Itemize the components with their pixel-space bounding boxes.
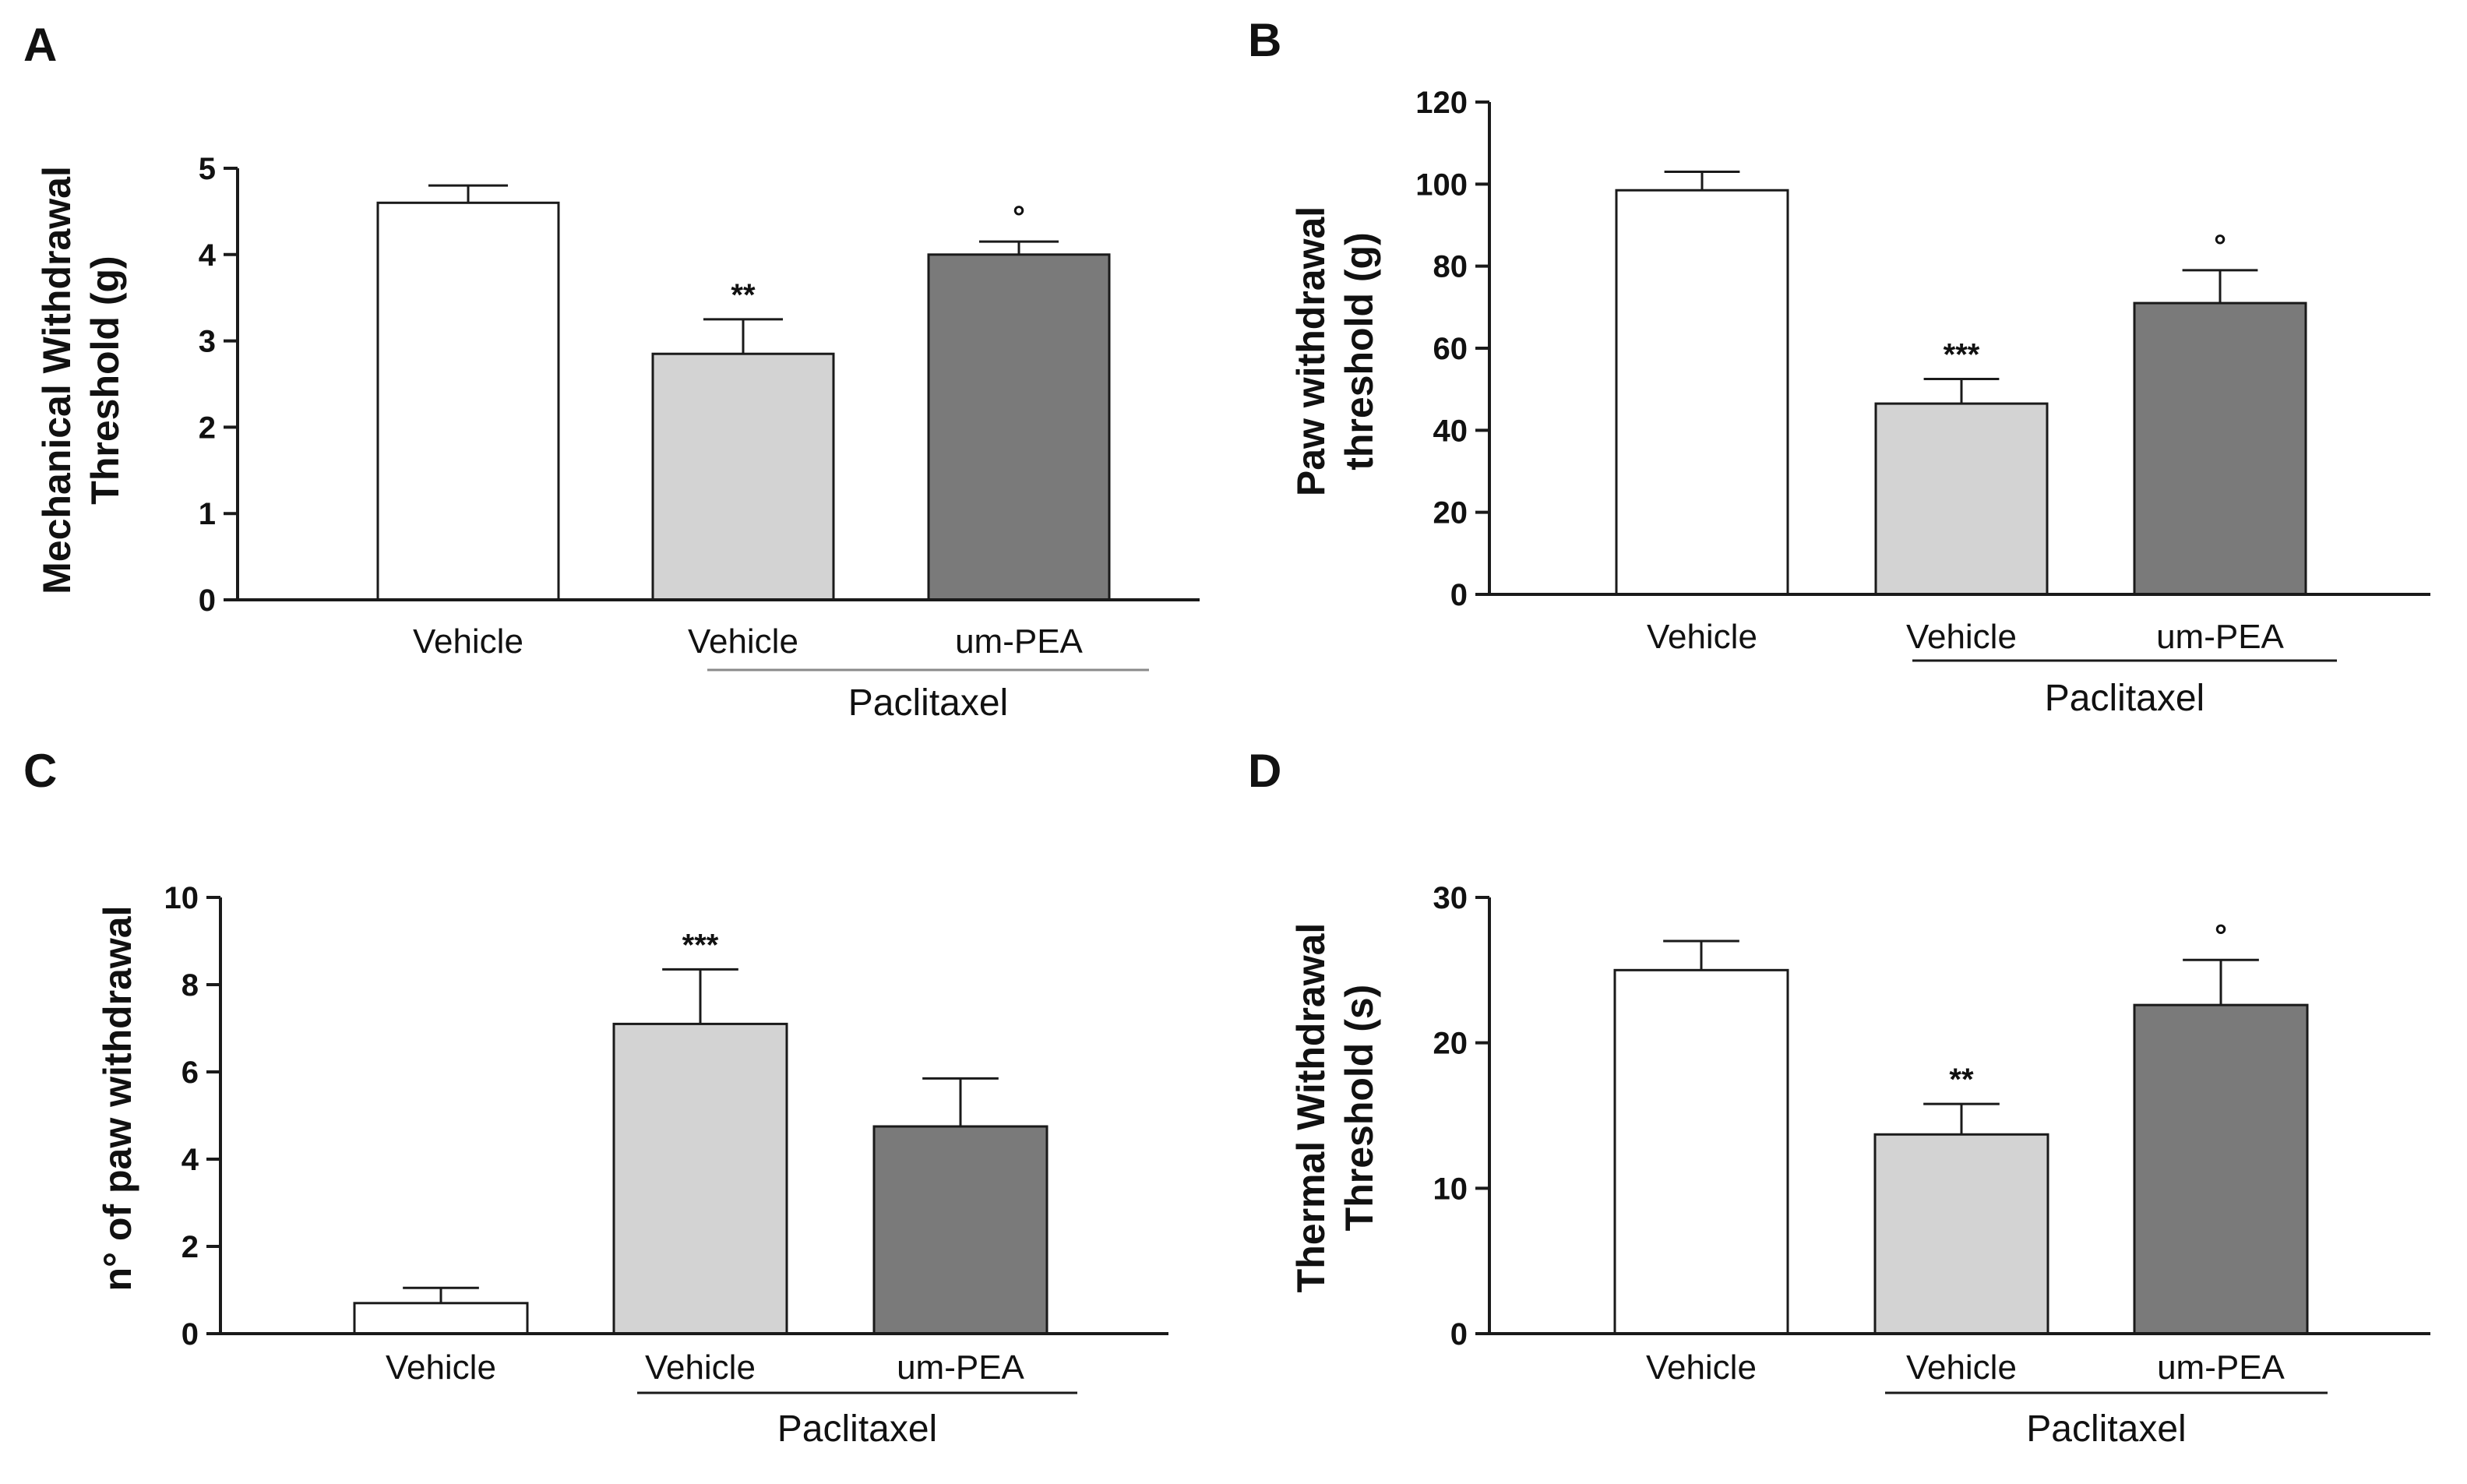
x-category-label-2: Vehicle: [645, 1348, 756, 1387]
bar-3: [2133, 301, 2307, 596]
chart-marks: *** 0 2 4 6 8 10 Vehicle Vehicle um-PEA Paclitaxel: [164, 881, 1168, 1450]
group-label: Paclitaxel: [2045, 678, 2204, 719]
y-tick-label: 40: [1433, 414, 1468, 448]
x-category-label-3: um-PEA: [2157, 1348, 2285, 1387]
panel-d: D Thermal Withdrawal Threshold (s) ** ° 0 1…: [1248, 745, 2430, 1450]
bar-2: [651, 352, 835, 601]
chart-marks: ** ° 0 10 20 30 Vehicle Vehicle um-PEA Paclitaxel: [1433, 881, 2430, 1450]
error-bar-3: [922, 1077, 999, 1126]
y-tick-label: 2: [199, 411, 216, 445]
y-tick-label: 2: [182, 1230, 199, 1264]
significance-label-3: °: [2215, 918, 2227, 953]
y-tick-label: 4: [182, 1143, 199, 1177]
y-axis-label: Mechanical Withdrawal Threshold (g): [35, 166, 127, 594]
y-axis-label-line-1: n° of paw withdrawal: [96, 905, 139, 1291]
x-category-label-1: Vehicle: [386, 1348, 496, 1387]
y-tick-label: 30: [1433, 881, 1468, 915]
y-axis-label-line-1: Mechanical Withdrawal: [35, 166, 79, 594]
y-axis-label-line-1: Thermal Withdrawal: [1289, 923, 1333, 1293]
y-tick-label: 5: [199, 152, 216, 186]
y-tick-label: 20: [1433, 496, 1468, 531]
group-label: Paclitaxel: [848, 682, 1008, 724]
panel-letter: B: [1248, 14, 1281, 66]
significance-label-2: **: [731, 278, 756, 312]
x-category-label-3: um-PEA: [955, 622, 1083, 661]
error-bar-1: [403, 1286, 479, 1303]
bar-2: [1873, 1133, 2049, 1335]
x-category-label-3: um-PEA: [897, 1348, 1024, 1387]
error-bar-2: [662, 968, 738, 1024]
error-bar-1: [428, 184, 509, 203]
y-tick-label: 100: [1415, 167, 1468, 202]
x-category-label-2: Vehicle: [1906, 618, 2017, 656]
x-category-label-1: Vehicle: [1647, 618, 1757, 656]
y-axis-label-line-2: threshold (g): [1337, 232, 1381, 471]
y-axis-label: Thermal Withdrawal Threshold (s): [1289, 923, 1381, 1293]
y-axis-label: Paw withdrawal threshold (g): [1289, 206, 1381, 496]
y-tick-label: 8: [182, 968, 199, 1003]
y-tick-label: 4: [199, 238, 217, 273]
error-bar-2: [1923, 378, 2000, 404]
y-tick-label: 10: [1433, 1172, 1468, 1206]
y-tick-label: 0: [182, 1317, 199, 1352]
error-bar-1: [1663, 939, 1739, 971]
x-category-label-1: Vehicle: [413, 622, 523, 661]
x-category-label-3: um-PEA: [2156, 618, 2284, 656]
y-tick-label: 20: [1433, 1027, 1468, 1061]
error-bar-2: [703, 318, 784, 354]
bar-1: [353, 1302, 529, 1335]
x-category-label-2: Vehicle: [688, 622, 798, 661]
bar-1: [1613, 968, 1789, 1335]
panel-b: B Paw withdrawal threshold (g) *** ° 0 20 40…: [1248, 14, 2430, 719]
error-bar-3: [2182, 269, 2258, 304]
y-tick-label: 60: [1433, 332, 1468, 366]
significance-label-2: ***: [682, 928, 719, 962]
bar-1: [376, 201, 560, 601]
panel-letter: C: [23, 745, 57, 797]
y-tick-label: 0: [1450, 1317, 1468, 1352]
y-tick-label: 0: [199, 583, 216, 618]
bar-2: [1874, 402, 2049, 596]
bar-2: [612, 1022, 788, 1335]
chart-marks: ** ° 0 1 2 3 4 5 Vehicle Vehicle um-PEA Paclitaxel: [199, 152, 1200, 724]
significance-label-3: °: [2214, 229, 2226, 263]
group-label: Paclitaxel: [777, 1408, 937, 1450]
panel-a: A Mechanical Withdrawal Threshold (g) **…: [23, 19, 1200, 724]
bar-3: [872, 1125, 1048, 1335]
bar-3: [2133, 1003, 2309, 1335]
y-axis-label-line-2: Threshold (s): [1337, 985, 1381, 1232]
chart-marks: *** ° 0 20 40 60 80 100 120 Vehicle Vehicle um-PEA P…: [1415, 86, 2430, 719]
y-tick-label: 6: [182, 1056, 199, 1090]
panel-c: C n° of paw withdrawal *** 0 2 4 6 8 10 Vehicle…: [23, 745, 1168, 1450]
y-axis-label-line-2: Threshold (g): [83, 256, 127, 504]
error-bar-1: [1664, 171, 1740, 191]
y-tick-label: 1: [199, 497, 216, 531]
y-tick-label: 80: [1433, 250, 1468, 284]
y-tick-label: 120: [1415, 86, 1468, 120]
x-category-label-2: Vehicle: [1906, 1348, 2017, 1387]
y-axis-label: n° of paw withdrawal: [96, 905, 139, 1291]
bar-3: [927, 253, 1111, 601]
significance-label-3: °: [1013, 200, 1025, 234]
panel-letter: A: [23, 19, 57, 71]
y-axis-label-line-1: Paw withdrawal: [1289, 206, 1333, 496]
bar-1: [1615, 189, 1789, 596]
x-category-label-1: Vehicle: [1646, 1348, 1757, 1387]
y-tick-label: 0: [1450, 578, 1468, 612]
panel-letter: D: [1248, 745, 1281, 797]
significance-label-2: ***: [1944, 338, 1980, 372]
group-label: Paclitaxel: [2026, 1408, 2186, 1450]
y-tick-label: 10: [164, 881, 199, 915]
significance-label-2: **: [1949, 1063, 1974, 1097]
error-bar-3: [978, 240, 1059, 255]
error-bar-2: [1923, 1102, 2000, 1135]
y-tick-label: 3: [199, 325, 216, 359]
error-bar-3: [2183, 958, 2259, 1006]
